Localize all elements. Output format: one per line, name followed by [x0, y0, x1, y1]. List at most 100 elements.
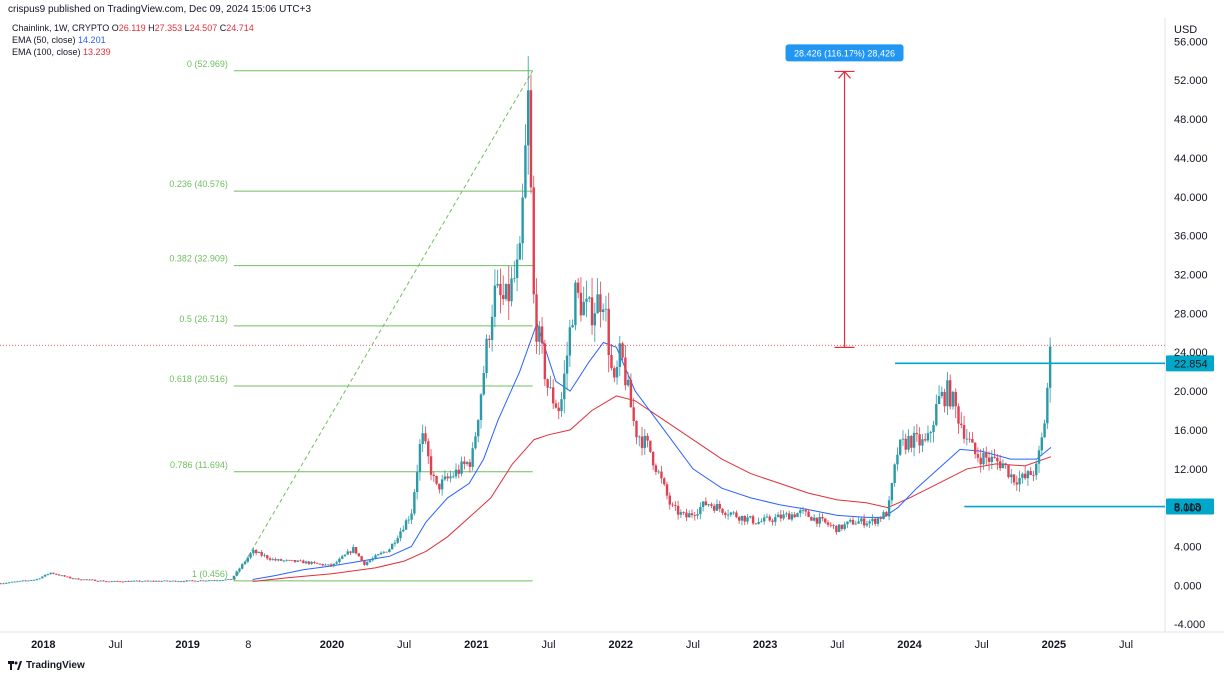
candle-body — [302, 560, 305, 564]
candle-body — [277, 559, 280, 561]
candle-body — [507, 283, 510, 302]
candles-series — [0, 56, 1052, 585]
candle-body — [557, 407, 560, 412]
candle-body — [388, 549, 391, 553]
candle-body — [130, 581, 133, 582]
candle-body — [68, 576, 72, 579]
candle-body — [146, 580, 150, 582]
candle-body — [118, 581, 122, 583]
candle-body — [688, 513, 691, 518]
candle-body — [141, 581, 144, 583]
candle-body — [510, 278, 513, 302]
candle-body — [574, 282, 577, 326]
candle-body — [1029, 471, 1032, 475]
candle-body — [899, 439, 902, 455]
legend-ema100-row: EMA (100, close) 13.239 — [12, 46, 254, 58]
candle-body — [529, 90, 533, 188]
candle-body — [52, 572, 55, 574]
candle-body — [843, 524, 846, 529]
y-tick-label: -4.000 — [1174, 619, 1205, 631]
candle-body — [418, 444, 422, 473]
candle-body — [354, 547, 358, 554]
candle-body — [365, 562, 369, 565]
candle-body — [601, 309, 605, 312]
candle-body — [185, 580, 188, 582]
price-axis[interactable]: 56.000 52.000 48.000 44.000 40.000 36.000 32.0… — [1174, 36, 1208, 631]
candle-body — [615, 366, 619, 378]
candle-body — [404, 520, 408, 530]
candle-body — [415, 472, 419, 493]
candle-body — [629, 379, 633, 408]
candle-body — [596, 294, 599, 314]
ohlc-high-label: H — [148, 23, 155, 33]
measure-label: 28.426 (116.17%) 28,426 — [794, 48, 895, 58]
fib-level-label: 0.5 (26.713) — [179, 314, 228, 324]
candle-body — [543, 343, 547, 380]
candle-body — [102, 580, 105, 582]
candle-body — [243, 561, 247, 565]
candle-body — [551, 387, 555, 404]
candle-body — [7, 582, 11, 584]
candle-body — [760, 521, 763, 523]
candle-body — [482, 372, 485, 395]
fib-level-label: 0 (52.969) — [187, 59, 228, 69]
candle-body — [1012, 474, 1016, 483]
candle-body — [998, 461, 1002, 469]
candle-body — [762, 517, 766, 522]
candle-body — [471, 448, 474, 467]
candle-body — [565, 355, 569, 374]
candle-body — [568, 327, 572, 356]
candle-body — [110, 581, 113, 583]
candle-body — [85, 579, 88, 581]
candle-body — [293, 560, 297, 562]
candle-body — [654, 465, 658, 472]
candle-body — [465, 462, 469, 465]
candle-body — [554, 403, 558, 408]
y-tick-label: 40.000 — [1174, 192, 1208, 204]
candle-body — [718, 504, 721, 509]
candle-body — [737, 517, 741, 521]
candle-body — [524, 145, 527, 198]
fib-retracement[interactable]: 0 (52.969) 0.236 (40.576) 0.382 (32.909) 0.… — [169, 59, 534, 582]
footer-brand[interactable]: TradingView — [8, 660, 85, 671]
candle-body — [1035, 463, 1038, 476]
horizontal-levels[interactable]: 22.854 8.113 — [0, 344, 1214, 515]
candle-body — [915, 432, 919, 435]
candle-body — [599, 294, 602, 312]
candle-body — [676, 505, 680, 515]
time-axis[interactable]: 2018 Jul 2019 8 2020 Jul 2021 Jul 2022 Jul 2023 Jul… — [31, 639, 1133, 651]
candle-body — [965, 438, 969, 440]
candle-body — [593, 313, 597, 326]
candle-body — [163, 580, 166, 582]
x-tick-label: 2019 — [175, 639, 199, 651]
price-range-measure[interactable]: 28.426 (116.17%) 28,426 — [785, 44, 904, 348]
candle-body — [1048, 346, 1052, 388]
candle-body — [485, 338, 488, 373]
y-tick-label: 44.000 — [1174, 153, 1208, 165]
candle-body — [402, 529, 405, 532]
candle-body — [821, 516, 824, 519]
candle-body — [124, 581, 127, 582]
candle-body — [546, 379, 549, 388]
candle-body — [829, 524, 833, 526]
y-tick-label: 12.000 — [1174, 464, 1208, 476]
candle-body — [5, 582, 8, 584]
level-price-label: 8.113 — [1174, 502, 1201, 514]
candle-body — [216, 580, 219, 582]
candle-body — [987, 457, 991, 462]
candle-body — [540, 326, 544, 344]
candle-body — [10, 581, 14, 583]
candle-body — [699, 507, 702, 515]
candle-body — [985, 452, 988, 458]
candle-body — [285, 559, 288, 561]
candle-body — [646, 435, 649, 441]
candle-body — [396, 538, 399, 543]
candle-body — [332, 563, 336, 567]
candle-body — [182, 581, 186, 583]
candle-body — [360, 556, 363, 561]
candle-body — [196, 581, 200, 582]
level-price-tag — [1166, 355, 1214, 372]
candle-body — [246, 557, 250, 562]
candle-body — [1010, 474, 1013, 478]
